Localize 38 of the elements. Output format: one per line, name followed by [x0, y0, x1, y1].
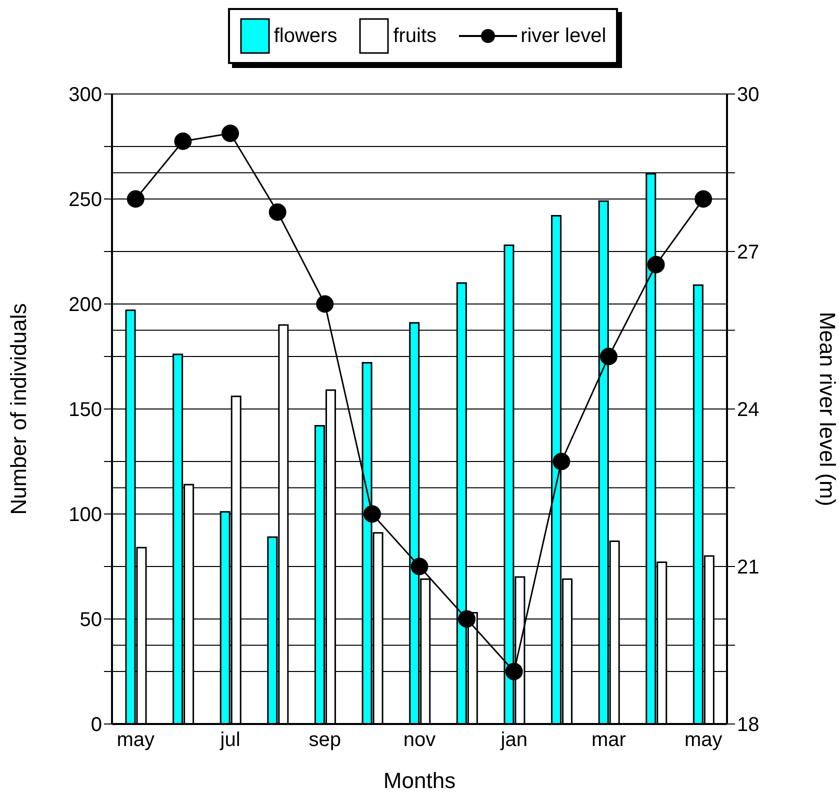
legend-label: river level — [520, 24, 606, 48]
point — [552, 452, 570, 470]
point — [268, 203, 286, 221]
x-tick-label: jan — [500, 729, 528, 752]
y-tick-label: 100 — [68, 504, 102, 526]
y-axis-title: Number of individuals — [6, 303, 31, 515]
point — [363, 505, 381, 523]
point — [647, 256, 665, 274]
x-tick-label: sep — [308, 729, 342, 752]
legend-label: flowers — [274, 24, 338, 48]
x-tick-label: may — [684, 729, 722, 752]
y2-tick-label: 30 — [737, 84, 760, 106]
y2-tick-label: 24 — [737, 399, 760, 422]
x-tick-label: jul — [219, 729, 240, 752]
x-tick-label: may — [116, 729, 155, 752]
point — [505, 662, 523, 680]
y2-tick-label: 18 — [737, 714, 760, 736]
y-tick-label: 50 — [80, 609, 102, 632]
point — [694, 190, 712, 208]
legend-label: fruits — [393, 24, 437, 48]
y2-tick-label: 27 — [737, 242, 760, 264]
point — [126, 190, 144, 208]
y-tick-label: 300 — [68, 84, 102, 106]
point — [222, 124, 240, 142]
x-tick-label: nov — [403, 729, 436, 752]
x-axis-title: Months — [383, 768, 456, 793]
point — [410, 558, 428, 576]
y-tick-label: 150 — [68, 399, 102, 422]
point — [600, 348, 618, 366]
y-tick-label: 0 — [90, 714, 102, 736]
x-tick-label: mar — [592, 729, 626, 752]
y-tick-label: 250 — [68, 189, 102, 212]
point — [458, 610, 476, 628]
y2-tick-label: 21 — [737, 556, 760, 579]
point — [174, 132, 192, 150]
y2-axis-title: Mean river level (m) — [815, 312, 839, 506]
y-tick-label: 200 — [68, 294, 102, 316]
point — [316, 295, 334, 313]
